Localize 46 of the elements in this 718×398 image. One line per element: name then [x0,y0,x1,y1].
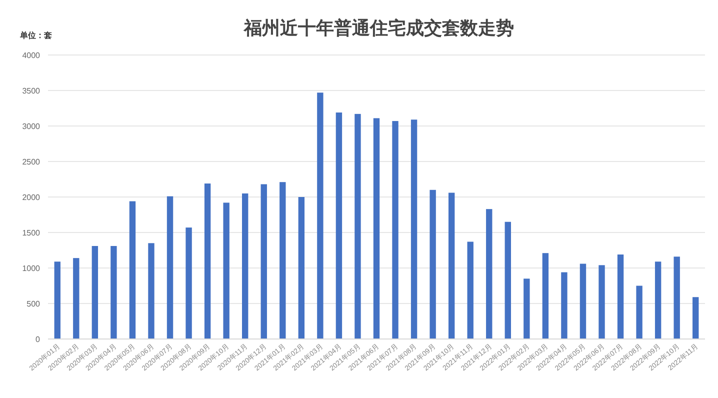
bar [336,112,342,339]
bar [260,184,267,339]
bar [542,253,549,339]
bar [692,297,699,339]
chart-title: 福州近十年普通住宅成交套数走势 [243,18,514,38]
bar [674,256,680,339]
bar [561,272,568,339]
y-tick-label: 3500 [22,86,41,96]
bar [166,196,174,339]
y-tick-label: 2500 [22,158,41,166]
bar [280,182,286,339]
y-tick-label: 3000 [22,122,41,131]
bar [298,197,305,339]
bar [148,243,154,339]
bar [54,262,60,339]
bar [392,121,398,339]
bar [524,278,530,339]
bar [317,92,324,339]
bar [373,118,380,339]
bar [354,114,361,339]
bar [410,120,418,339]
bar [486,209,492,339]
bar [467,242,474,339]
bar [73,258,80,339]
bar [654,262,662,339]
y-axis-title: 单位：套 [19,31,53,40]
y-tick-label: 500 [26,300,41,308]
y-tick-label: 4000 [22,51,41,60]
bar [448,192,455,339]
bar [204,184,211,339]
bar [186,228,192,339]
bar [617,254,624,339]
bar [430,190,436,339]
y-tick-label: 0 [36,335,41,344]
bar [110,246,117,339]
bar [242,193,248,339]
y-tick-label: 2000 [22,193,41,202]
bar [636,286,642,339]
bar [504,222,511,339]
y-tick-label: 1000 [22,264,41,273]
bar [598,265,605,339]
bar [580,264,586,339]
bar [223,202,230,339]
y-tick-label: 1500 [22,228,41,238]
bar [129,201,136,339]
bar [92,246,98,339]
